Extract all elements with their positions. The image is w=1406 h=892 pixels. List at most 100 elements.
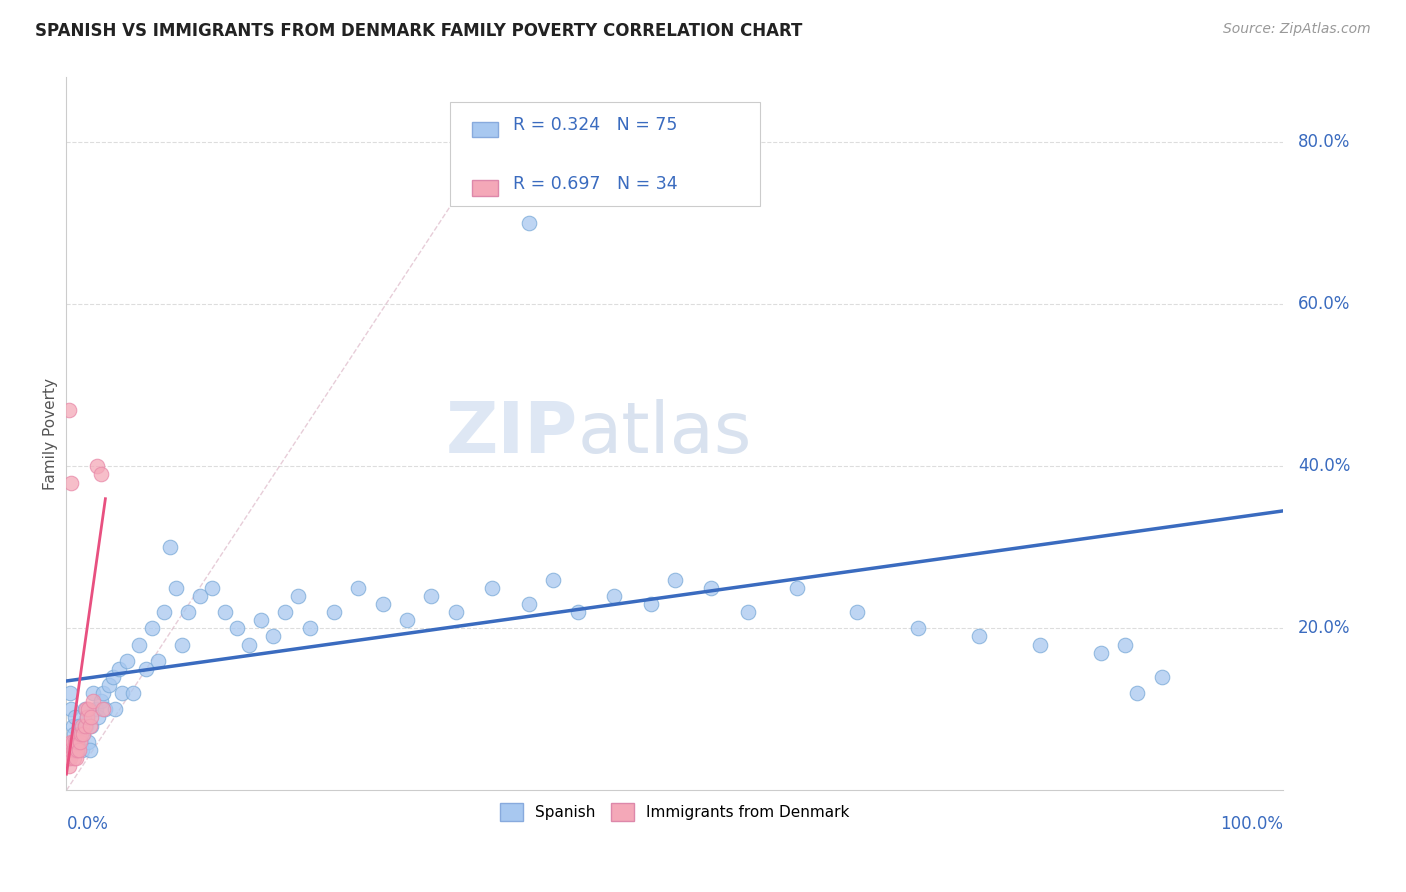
Point <box>396 613 419 627</box>
Text: 60.0%: 60.0% <box>1298 295 1350 313</box>
Point <box>69 735 91 749</box>
Point <box>262 629 284 643</box>
Point <box>104 702 127 716</box>
Point <box>1126 686 1149 700</box>
Point <box>62 735 84 749</box>
Point <box>80 710 103 724</box>
Point <box>62 743 84 757</box>
Point <box>66 743 89 757</box>
Point <box>60 475 83 490</box>
Point <box>159 541 181 555</box>
Point <box>65 735 87 749</box>
FancyBboxPatch shape <box>471 180 498 195</box>
Point <box>907 621 929 635</box>
Point <box>86 459 108 474</box>
Point <box>62 726 84 740</box>
Point <box>420 589 443 603</box>
Point <box>152 605 174 619</box>
Point <box>73 702 96 716</box>
Point <box>1029 638 1052 652</box>
Point <box>77 702 100 716</box>
Text: 80.0%: 80.0% <box>1298 133 1350 152</box>
Point <box>63 743 86 757</box>
Point <box>91 686 114 700</box>
Point <box>107 662 129 676</box>
Point <box>63 735 86 749</box>
Text: SPANISH VS IMMIGRANTS FROM DENMARK FAMILY POVERTY CORRELATION CHART: SPANISH VS IMMIGRANTS FROM DENMARK FAMIL… <box>35 22 803 40</box>
Point <box>89 467 111 482</box>
Point <box>91 702 114 716</box>
Point <box>79 718 101 732</box>
Point <box>79 743 101 757</box>
Point <box>73 718 96 732</box>
Point <box>59 751 82 765</box>
Point <box>444 605 467 619</box>
Point <box>111 686 134 700</box>
Point <box>60 702 83 716</box>
Point <box>59 686 82 700</box>
Point <box>60 735 83 749</box>
Point <box>737 605 759 619</box>
Point <box>84 702 107 716</box>
Point <box>67 726 90 740</box>
Point <box>62 743 84 757</box>
Text: R = 0.697   N = 34: R = 0.697 N = 34 <box>513 175 678 193</box>
Point <box>66 735 89 749</box>
Point <box>72 743 94 757</box>
Text: R = 0.324   N = 75: R = 0.324 N = 75 <box>513 116 678 134</box>
Point <box>94 702 117 716</box>
Point <box>67 718 90 732</box>
Point <box>603 589 626 603</box>
Point <box>72 726 94 740</box>
Point <box>67 743 90 757</box>
Point <box>1090 646 1112 660</box>
Point <box>56 751 79 765</box>
Text: atlas: atlas <box>578 400 752 468</box>
FancyBboxPatch shape <box>450 103 761 206</box>
Point <box>541 573 564 587</box>
Point <box>287 589 309 603</box>
Point <box>76 710 98 724</box>
Point <box>165 581 187 595</box>
Point <box>69 726 91 740</box>
Point <box>517 216 540 230</box>
Point <box>122 686 145 700</box>
Text: 100.0%: 100.0% <box>1220 815 1284 833</box>
Point <box>65 751 87 765</box>
Text: 20.0%: 20.0% <box>1298 619 1350 637</box>
Point <box>238 638 260 652</box>
Text: 0.0%: 0.0% <box>66 815 108 833</box>
Point <box>82 694 104 708</box>
Point <box>62 751 84 765</box>
Point <box>76 710 98 724</box>
Text: ZIP: ZIP <box>446 400 578 468</box>
Point <box>87 710 110 724</box>
Text: 40.0%: 40.0% <box>1298 458 1350 475</box>
Point <box>70 726 93 740</box>
Point <box>274 605 297 619</box>
Point <box>170 638 193 652</box>
Point <box>347 581 370 595</box>
Point <box>188 589 211 603</box>
Point <box>77 735 100 749</box>
Point <box>250 613 273 627</box>
Point <box>75 702 97 716</box>
Point <box>128 638 150 652</box>
Point <box>225 621 247 635</box>
Text: Source: ZipAtlas.com: Source: ZipAtlas.com <box>1223 22 1371 37</box>
Point <box>967 629 990 643</box>
Point <box>70 735 93 749</box>
Point <box>135 662 157 676</box>
Point <box>101 670 124 684</box>
Point <box>63 710 86 724</box>
Point <box>298 621 321 635</box>
Point <box>58 759 80 773</box>
Point <box>66 743 89 757</box>
Point <box>141 621 163 635</box>
Point <box>214 605 236 619</box>
Point <box>323 605 346 619</box>
Point <box>481 581 503 595</box>
Point <box>98 678 121 692</box>
Point <box>72 718 94 732</box>
Point <box>59 743 82 757</box>
